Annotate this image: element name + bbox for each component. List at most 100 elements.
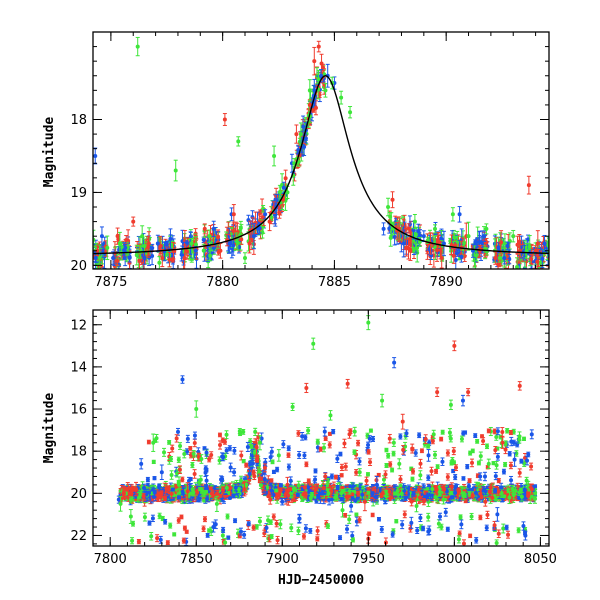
data-point-green: [505, 428, 510, 434]
data-point-green: [522, 436, 527, 441]
data-point-green: [198, 487, 203, 492]
data-point-red: [526, 491, 531, 496]
data-point-green: [249, 444, 254, 449]
data-point-red: [395, 221, 400, 240]
data-point-blue: [316, 494, 321, 500]
data-point-green: [272, 145, 277, 167]
data-point-blue: [185, 434, 190, 443]
y-tick-label: 22: [70, 529, 87, 544]
data-point-green: [485, 443, 490, 450]
data-point-blue: [505, 241, 510, 251]
data-point-green: [176, 456, 181, 463]
data-point-green: [418, 470, 423, 481]
data-point-blue: [145, 476, 150, 483]
data-point-green: [296, 526, 301, 536]
data-point-red: [445, 449, 450, 457]
data-point-red: [312, 46, 317, 76]
data-point-blue: [501, 468, 506, 475]
data-point-blue: [205, 532, 210, 538]
data-point-blue: [280, 498, 285, 506]
data-point-red: [182, 525, 187, 531]
y-tick-label: 19: [70, 186, 87, 201]
top-panel-y-axis-label: Magnitude: [42, 117, 57, 188]
data-point-blue: [139, 458, 144, 470]
data-point-red: [354, 469, 359, 476]
data-point-red: [435, 238, 440, 262]
data-point-red: [202, 516, 207, 523]
data-point-green: [311, 337, 316, 350]
data-point-green: [257, 516, 262, 526]
data-point-green: [459, 435, 464, 443]
x-tick-label: 8000: [438, 552, 471, 567]
data-point-green: [201, 243, 206, 258]
data-point-blue: [335, 485, 340, 490]
y-tick-label: 18: [70, 113, 87, 128]
data-point-green: [433, 224, 437, 234]
data-point-blue: [504, 524, 509, 531]
data-point-blue: [376, 516, 381, 522]
data-point-red: [535, 230, 540, 257]
data-point-blue: [111, 251, 116, 265]
data-point-red: [275, 535, 280, 545]
data-point-red: [247, 233, 252, 254]
data-point-green: [450, 207, 455, 222]
data-point-red: [496, 529, 501, 539]
y-tick-label: 20: [70, 259, 87, 274]
data-point-blue: [338, 535, 343, 540]
data-point-red: [419, 448, 424, 454]
data-point-red: [274, 519, 279, 528]
data-point-red: [304, 382, 309, 394]
data-point-green: [276, 449, 281, 462]
data-point-red: [231, 204, 236, 225]
data-point-green: [484, 223, 489, 235]
data-point-green: [169, 470, 174, 480]
data-point-green: [151, 433, 156, 452]
data-point-blue: [150, 246, 155, 266]
data-point-blue: [296, 145, 301, 155]
data-point-red: [508, 429, 513, 436]
data-point-green: [142, 512, 147, 522]
data-point-red: [468, 533, 473, 539]
data-point-blue: [302, 137, 307, 157]
data-point-blue: [499, 485, 504, 490]
data-point-blue: [301, 115, 306, 139]
data-point-red: [258, 209, 263, 216]
data-point-blue: [313, 475, 318, 484]
data-point-red: [165, 540, 170, 545]
data-point-red: [493, 251, 498, 265]
data-point-green: [466, 221, 471, 251]
data-point-blue: [381, 222, 386, 236]
data-point-blue: [295, 492, 300, 497]
data-point-red: [170, 444, 175, 453]
data-point-red: [526, 175, 531, 195]
bottom-panel-x-axis-label: HJD−2450000: [278, 573, 364, 588]
data-point-blue: [473, 433, 478, 439]
data-point-red: [485, 510, 490, 520]
data-point-red: [339, 463, 344, 472]
data-point-blue: [322, 426, 327, 437]
data-point-red: [316, 40, 321, 53]
data-point-green: [386, 452, 391, 459]
data-point-green: [365, 472, 370, 477]
data-point-red: [239, 450, 244, 461]
data-point-green: [298, 122, 303, 146]
data-point-red: [207, 456, 212, 463]
data-point-green: [380, 393, 385, 408]
data-point-blue: [509, 475, 514, 485]
data-point-red: [435, 387, 440, 398]
data-point-red: [356, 439, 361, 447]
top-panel-model-curve: [93, 75, 549, 255]
data-point-green: [105, 235, 110, 261]
data-point-green: [503, 462, 508, 468]
data-point-green: [225, 513, 230, 520]
data-point-red: [179, 514, 184, 520]
data-point-red: [388, 461, 393, 468]
data-point-blue: [211, 220, 216, 238]
data-point-red: [174, 434, 179, 443]
data-point-red: [529, 462, 534, 471]
data-point-blue: [519, 458, 524, 464]
data-point-red: [470, 458, 475, 468]
data-point-blue: [482, 471, 487, 482]
data-point-blue: [313, 468, 318, 474]
data-point-green: [390, 467, 395, 473]
